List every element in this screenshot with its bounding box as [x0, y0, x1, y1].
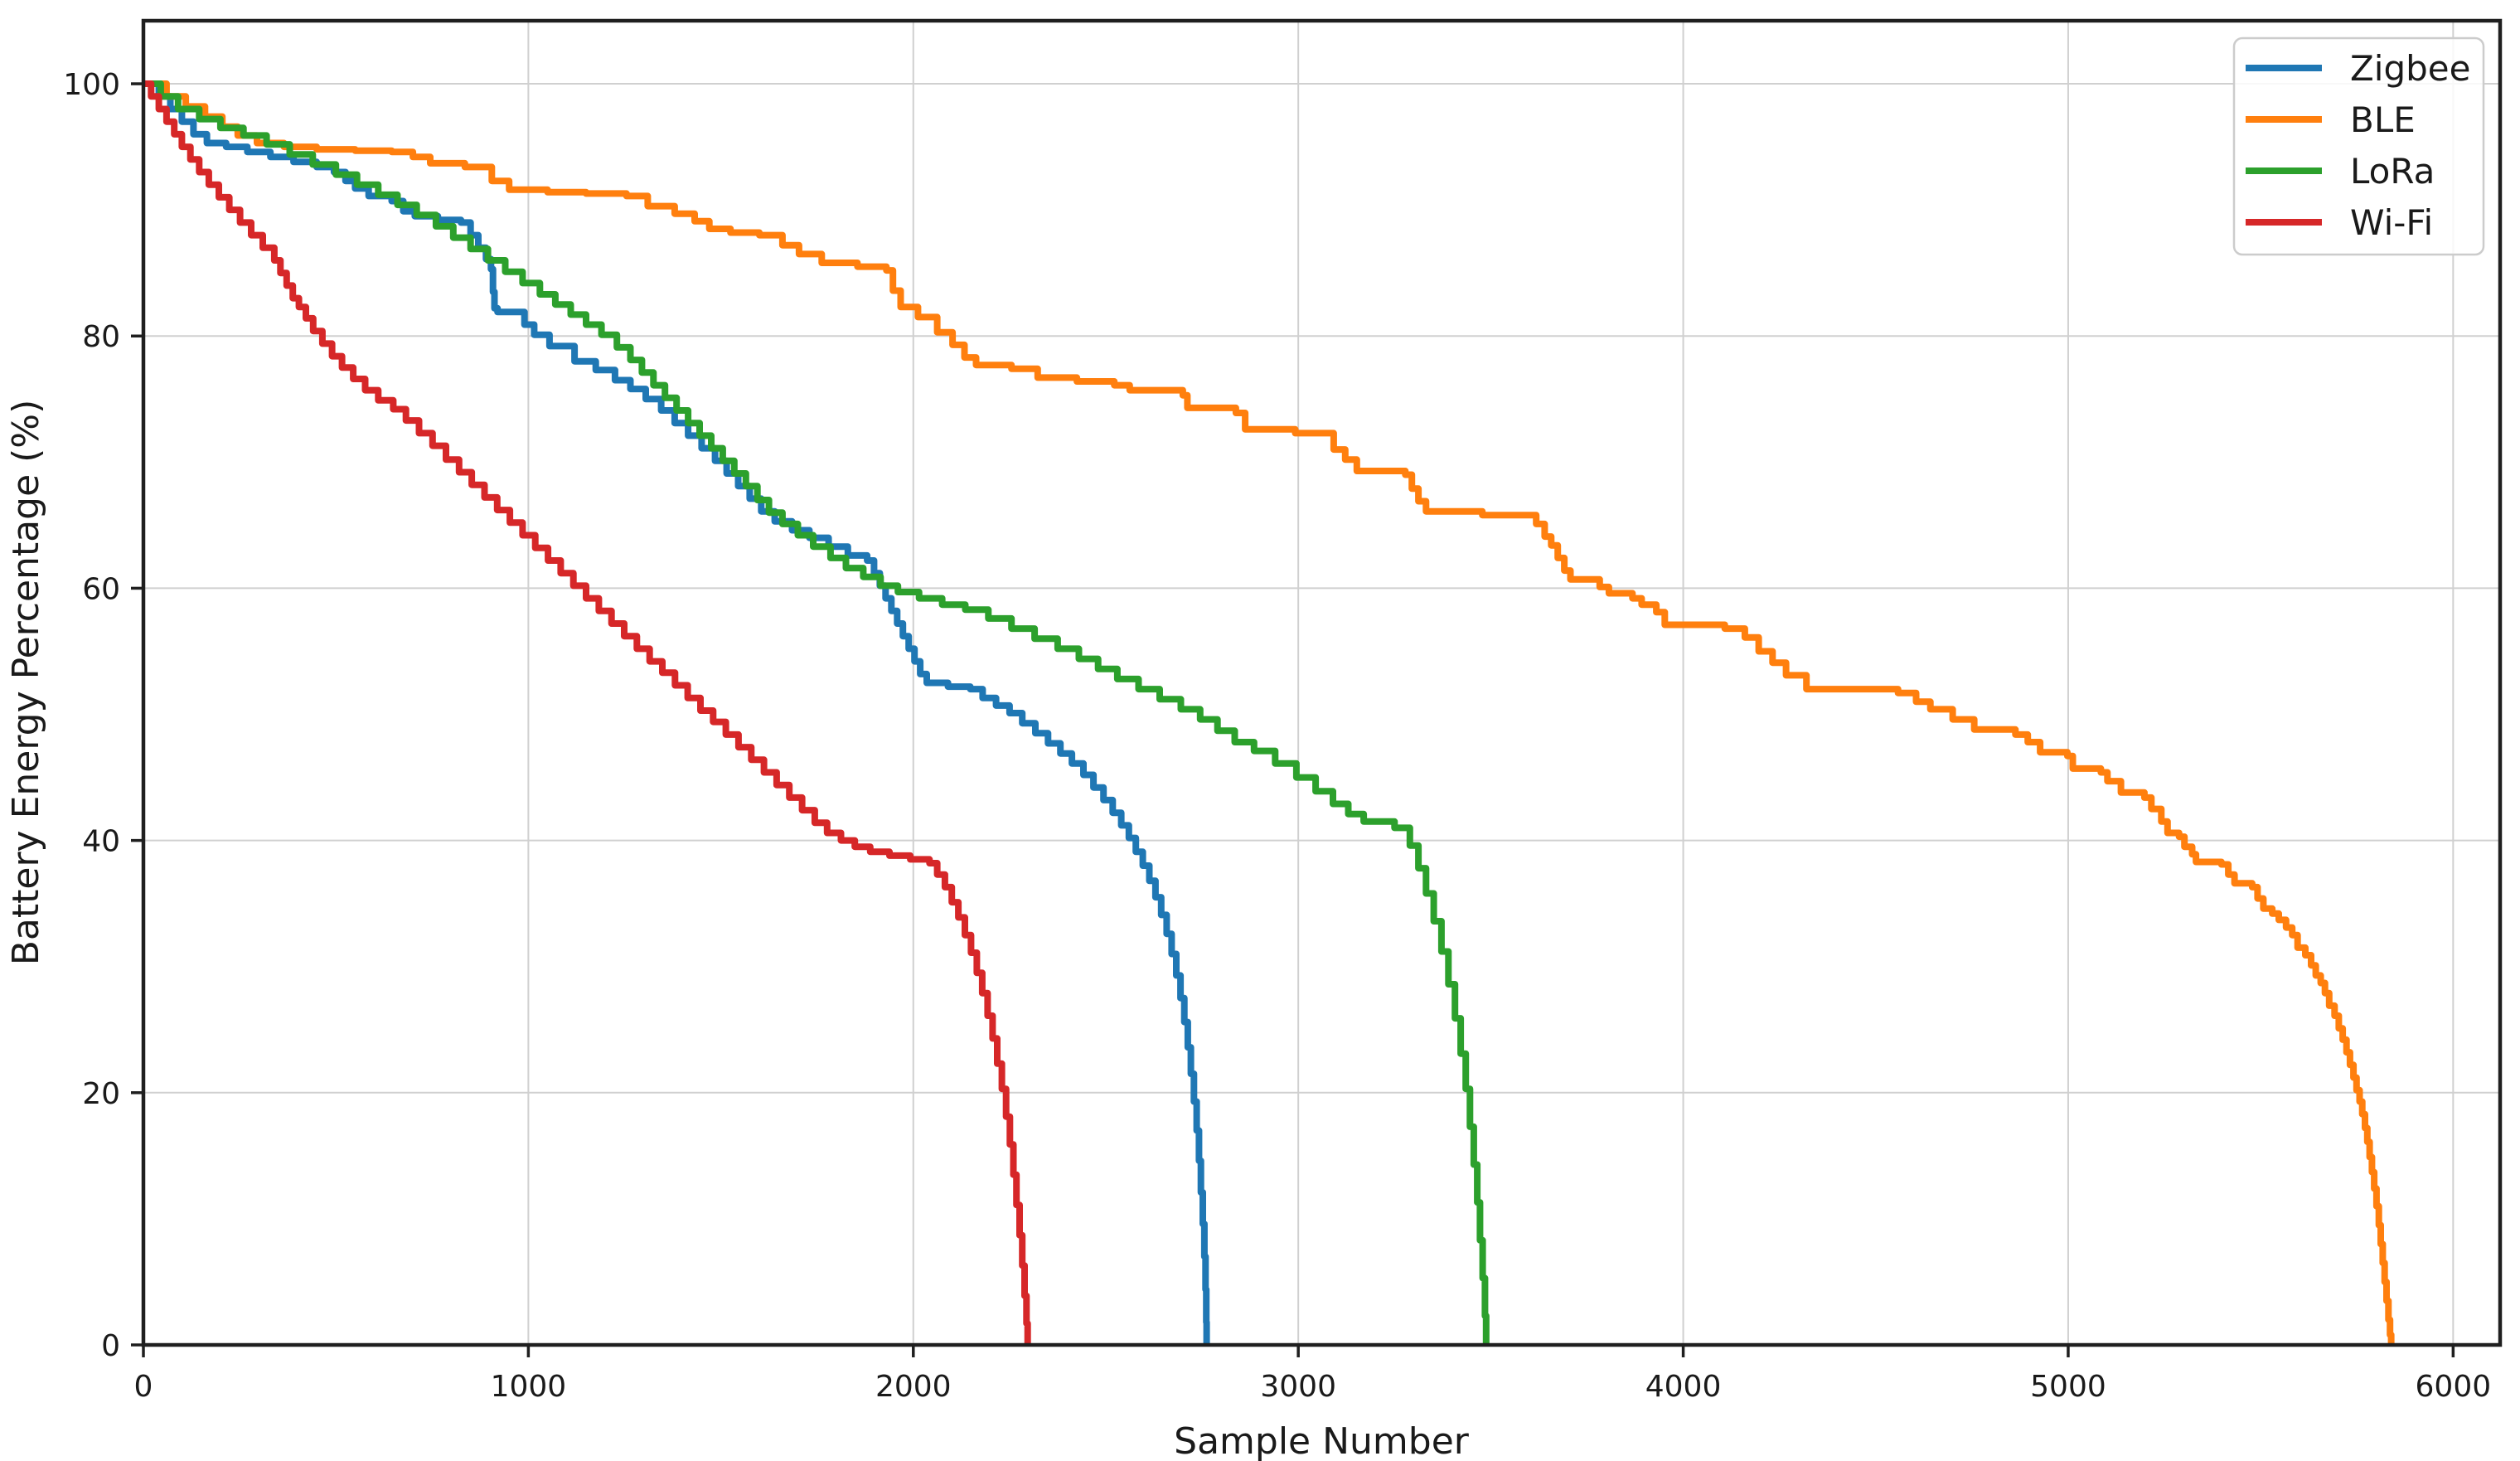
y-tick-label: 20: [82, 1077, 120, 1111]
y-tick-label: 60: [82, 572, 120, 606]
series-line-zigbee: [143, 80, 1210, 1345]
legend-item-label: Zigbee: [2350, 48, 2470, 89]
series-line-ble: [143, 80, 2395, 1345]
legend-item: Zigbee: [2246, 48, 2470, 89]
legend-item: Wi-Fi: [2246, 202, 2433, 243]
plot-border: [141, 18, 2503, 1347]
x-tick-label: 0: [134, 1370, 153, 1404]
legend-item: BLE: [2246, 100, 2416, 140]
series-lines: [143, 80, 2395, 1345]
axis-ticks: [131, 82, 2455, 1357]
y-tick-label: 0: [101, 1329, 120, 1363]
y-tick-label: 40: [82, 825, 120, 859]
x-tick-label: 1000: [491, 1370, 567, 1404]
legend: Zigbee BLE LoRa Wi-Fi: [2232, 36, 2485, 256]
x-tick-label: 5000: [2030, 1370, 2106, 1404]
x-tick-label: 6000: [2416, 1370, 2492, 1404]
y-tick-label: 100: [63, 68, 120, 102]
legend-item-label: Wi-Fi: [2350, 202, 2433, 243]
y-axis-label: Battery Energy Percentage (%): [5, 400, 47, 966]
x-tick-label: 2000: [875, 1370, 952, 1404]
x-axis-label: Sample Number: [1174, 1420, 1470, 1461]
x-tick-label: 3000: [1260, 1370, 1336, 1404]
legend-item-label: LoRa: [2350, 151, 2435, 192]
series-line-lora: [143, 80, 1490, 1345]
tick-labels: 0 1000 2000 3000 4000 5000 6000 0 20 40 60 80 100: [63, 68, 2491, 1404]
x-tick-label: 4000: [1645, 1370, 1722, 1404]
legend-item-label: BLE: [2350, 100, 2416, 140]
grid-lines: [143, 21, 2500, 1346]
legend-box: [2232, 36, 2485, 256]
legend-item: LoRa: [2246, 151, 2435, 192]
series-line-wi-fi: [143, 80, 1031, 1345]
y-tick-label: 80: [82, 320, 120, 354]
